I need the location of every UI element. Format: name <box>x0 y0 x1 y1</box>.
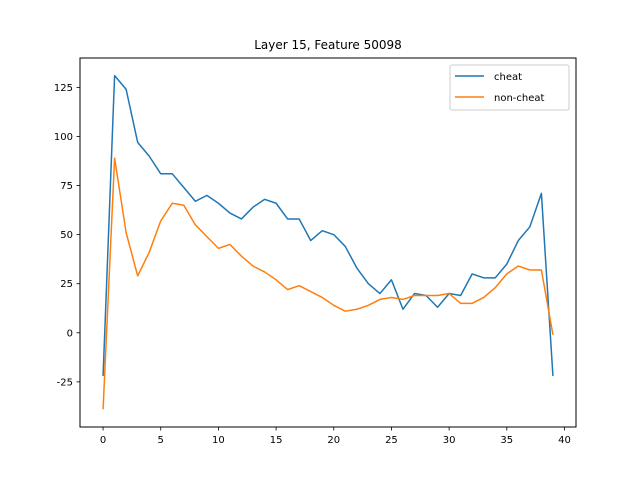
y-tick-label: -25 <box>57 377 73 388</box>
y-tick-label: 100 <box>54 132 73 143</box>
x-tick-label: 25 <box>385 435 398 446</box>
y-axis: -25 0 25 50 75 100 125 <box>54 83 80 388</box>
legend-label: cheat <box>494 72 522 83</box>
x-tick-label: 15 <box>270 435 283 446</box>
legend-label: non-cheat <box>494 93 545 104</box>
x-tick-label: 0 <box>100 435 106 446</box>
x-tick-label: 35 <box>500 435 513 446</box>
y-tick-label: 125 <box>54 83 73 94</box>
y-tick-label: 0 <box>67 328 73 339</box>
x-tick-label: 20 <box>327 435 340 446</box>
x-tick-label: 40 <box>558 435 571 446</box>
series-layer <box>102 74 554 410</box>
y-tick-label: 50 <box>60 230 73 241</box>
x-tick-label: 5 <box>158 435 164 446</box>
y-tick-label: 25 <box>60 279 73 290</box>
y-tick-label: 75 <box>60 181 73 192</box>
x-axis: 0 5 10 15 20 25 30 35 40 <box>100 427 571 446</box>
x-tick-label: 30 <box>443 435 456 446</box>
series-line-cheat <box>102 74 554 377</box>
axes-frame <box>79 57 577 428</box>
legend: cheat non-cheat <box>449 64 570 111</box>
chart-title: Layer 15, Feature 50098 <box>254 38 402 52</box>
x-tick-label: 10 <box>212 435 225 446</box>
series-line-non-cheat <box>102 157 554 410</box>
